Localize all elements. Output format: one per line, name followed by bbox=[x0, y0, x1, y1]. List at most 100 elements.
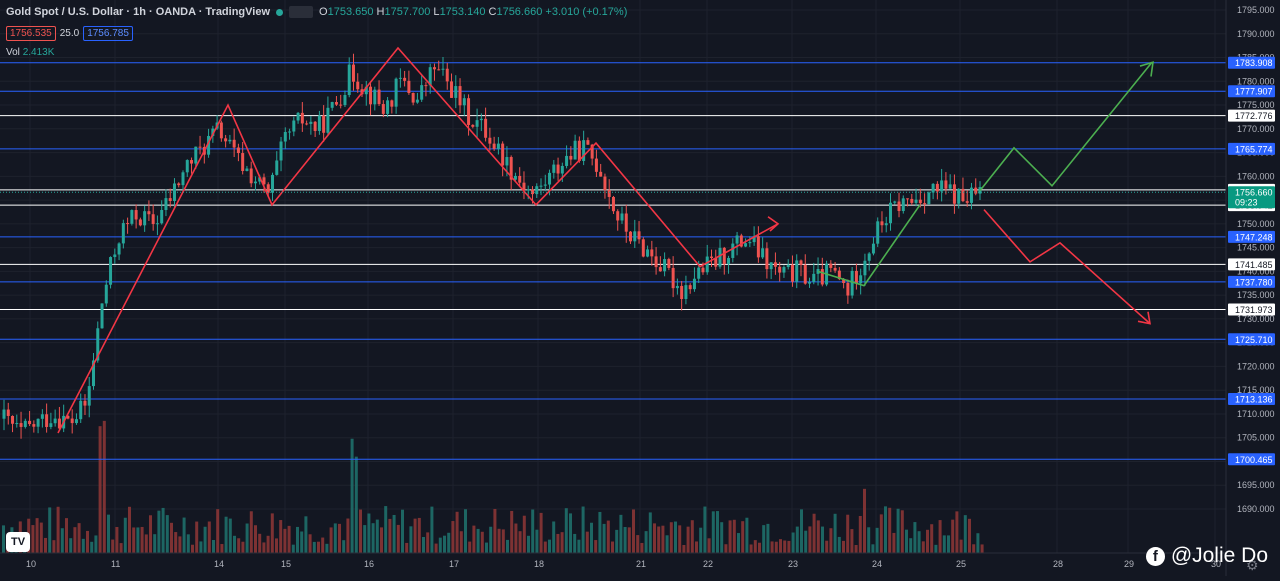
volume-bar bbox=[128, 507, 131, 553]
volume-bar bbox=[913, 522, 916, 553]
volume-bar bbox=[73, 527, 76, 553]
candle-body bbox=[267, 184, 270, 192]
volume-bar bbox=[708, 538, 711, 553]
volume-bar bbox=[380, 527, 383, 553]
market-open-icon bbox=[276, 9, 283, 16]
candle-body bbox=[37, 419, 40, 427]
candle-body bbox=[680, 286, 683, 299]
volume-bar bbox=[548, 540, 551, 553]
volume-bar bbox=[174, 532, 177, 553]
candle-body bbox=[301, 113, 304, 124]
candle-body bbox=[83, 401, 86, 406]
volume-bar bbox=[850, 529, 853, 553]
volume-bar bbox=[2, 525, 5, 553]
low-value: 1753.140 bbox=[440, 6, 486, 18]
candle-body bbox=[288, 132, 291, 133]
volume-bar bbox=[943, 535, 946, 553]
candle-body bbox=[467, 98, 470, 125]
candle-body bbox=[493, 144, 496, 149]
volume-bar bbox=[372, 523, 375, 553]
price-tick-label: 1710.000 bbox=[1237, 409, 1275, 419]
candle-body bbox=[309, 122, 312, 124]
candle-body bbox=[348, 65, 351, 95]
candle-body bbox=[441, 69, 444, 70]
volume-value: 2.413K bbox=[23, 47, 55, 58]
candle-body bbox=[49, 423, 52, 427]
volume-bar bbox=[212, 540, 215, 553]
volume-bar bbox=[388, 519, 391, 553]
candle-body bbox=[11, 416, 14, 424]
sell-button[interactable]: 1756.535 bbox=[6, 26, 56, 41]
candle-body bbox=[949, 184, 952, 188]
candle-body bbox=[586, 140, 589, 145]
tradingview-logo-icon[interactable]: TV bbox=[6, 532, 30, 552]
visibility-toggle-icon[interactable] bbox=[289, 6, 313, 18]
candle-body bbox=[782, 267, 785, 273]
volume-bar bbox=[838, 537, 841, 553]
candle-body bbox=[902, 198, 905, 211]
volume-bar bbox=[712, 511, 715, 553]
candle-body bbox=[970, 188, 973, 203]
volume-bar bbox=[477, 529, 480, 553]
volume-bar bbox=[309, 534, 312, 553]
volume-bar bbox=[876, 528, 879, 553]
buy-button[interactable]: 1756.785 bbox=[83, 26, 133, 41]
candle-body bbox=[919, 200, 922, 203]
volume-bar bbox=[48, 507, 51, 553]
candle-body bbox=[966, 201, 969, 203]
volume-bar bbox=[296, 527, 299, 553]
candle-body bbox=[241, 153, 244, 171]
volume-bar bbox=[577, 540, 580, 553]
price-tick-label: 1720.000 bbox=[1237, 361, 1275, 371]
candle-body bbox=[3, 410, 6, 419]
volume-bar bbox=[657, 526, 660, 553]
candle-body bbox=[765, 248, 768, 269]
volume-bar bbox=[607, 521, 610, 553]
candle-body bbox=[744, 243, 747, 246]
volume-bar bbox=[498, 529, 501, 553]
price-tick-label: 1745.000 bbox=[1237, 243, 1275, 253]
volume-bar bbox=[166, 515, 169, 553]
volume-bar bbox=[321, 538, 324, 553]
candle-body bbox=[936, 184, 939, 191]
volume-bar bbox=[351, 439, 354, 553]
volume-bar bbox=[485, 543, 488, 553]
volume-bar bbox=[120, 543, 123, 553]
volume-bar bbox=[573, 534, 576, 553]
symbol-title[interactable]: Gold Spot / U.S. Dollar · 1h · OANDA · T… bbox=[6, 6, 270, 18]
volume-bar bbox=[981, 544, 984, 553]
volume-bar bbox=[556, 534, 559, 553]
candle-body bbox=[608, 190, 611, 197]
candle-body bbox=[595, 159, 598, 172]
level-price-label: 1731.973 bbox=[1235, 305, 1273, 315]
candle-body bbox=[535, 186, 538, 194]
candle-body bbox=[194, 147, 197, 164]
candle-body bbox=[821, 269, 824, 284]
volume-bar bbox=[808, 526, 811, 553]
volume-bar bbox=[670, 522, 673, 553]
candle-body bbox=[689, 285, 692, 289]
candle-body bbox=[471, 125, 474, 127]
level-price-label: 1747.248 bbox=[1235, 232, 1273, 242]
candle-body bbox=[638, 231, 641, 239]
candle-body bbox=[335, 102, 338, 105]
volume-bar bbox=[241, 542, 244, 553]
volume-bar bbox=[506, 540, 509, 553]
candle-body bbox=[569, 156, 572, 160]
volume-bar bbox=[771, 541, 774, 553]
volume-bar bbox=[409, 526, 412, 553]
candle-body bbox=[135, 210, 138, 219]
volume-bar bbox=[430, 507, 433, 553]
volume-bar bbox=[603, 524, 606, 553]
candle-body bbox=[437, 69, 440, 70]
candle-body bbox=[459, 86, 462, 105]
change-value: +3.010 (+0.17%) bbox=[545, 6, 627, 18]
volume-bar bbox=[338, 524, 341, 553]
candle-body bbox=[706, 257, 709, 273]
volume-bar bbox=[590, 523, 593, 553]
candle-body bbox=[667, 259, 670, 268]
candle-body bbox=[719, 248, 722, 267]
candle-body bbox=[182, 172, 185, 185]
